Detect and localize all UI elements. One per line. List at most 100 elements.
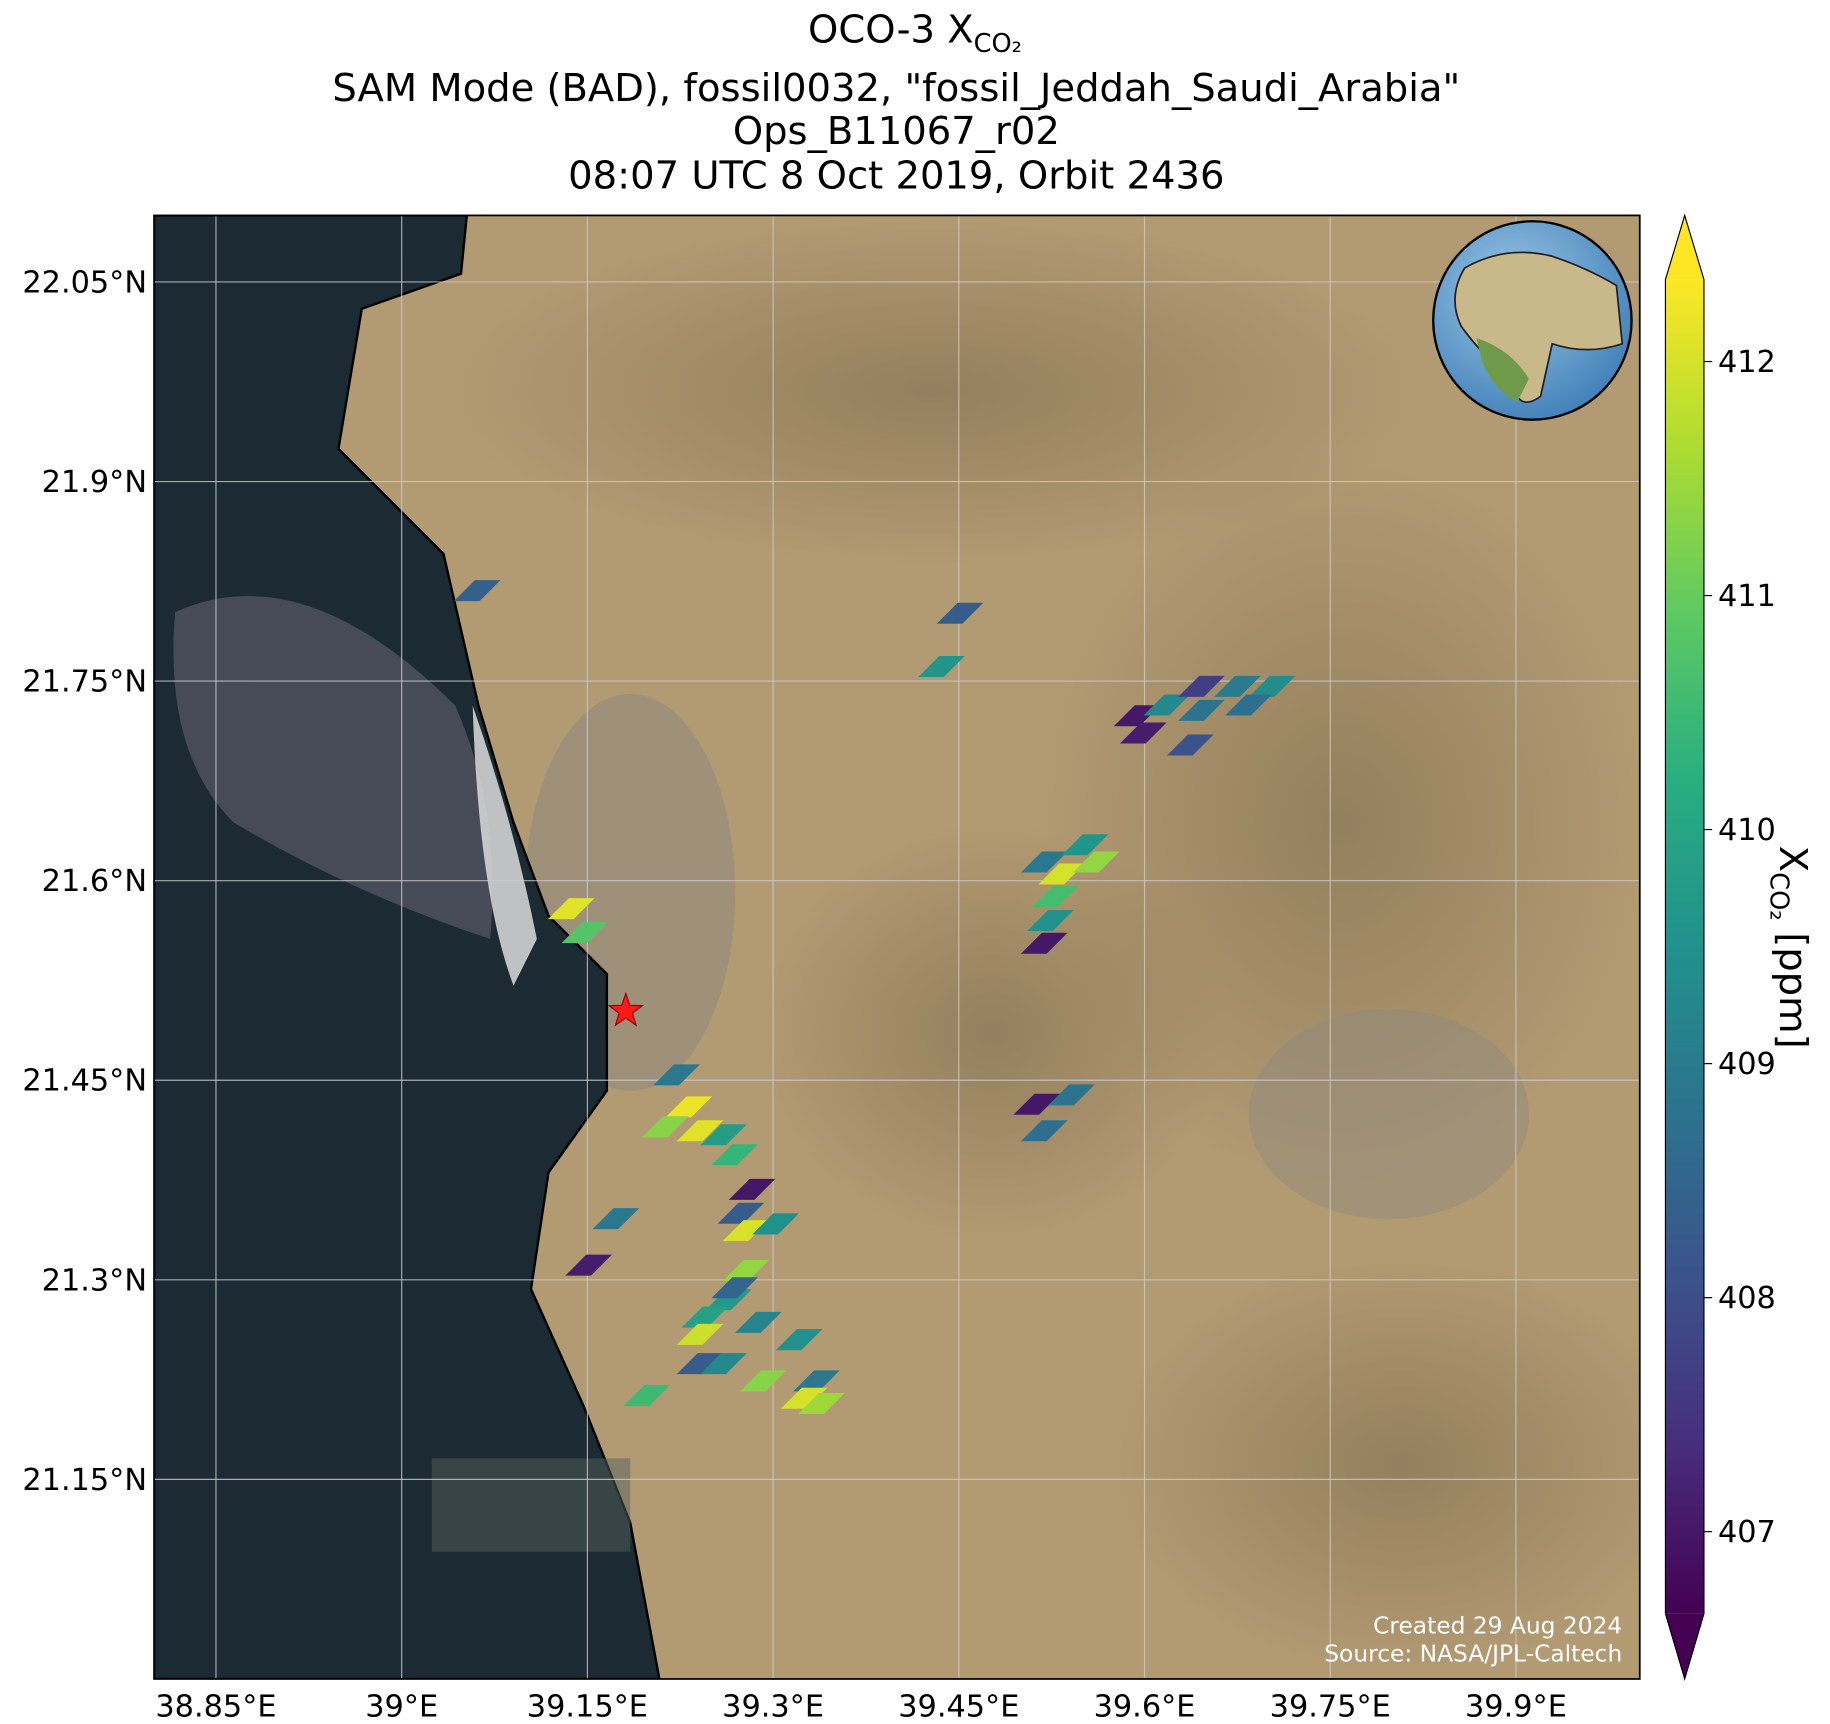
- x-tick-label: 38.85°E: [155, 1689, 276, 1724]
- footprint: [798, 1393, 845, 1415]
- haze: [431, 1458, 631, 1552]
- footprint: [1020, 932, 1068, 954]
- colorbar-tick-label: 408: [1718, 1281, 1776, 1316]
- y-tick-label: 21.3°N: [42, 1263, 147, 1298]
- footprint: [1178, 699, 1225, 721]
- footprint: [918, 655, 965, 677]
- footprint: [547, 898, 595, 920]
- footprint: [1225, 694, 1272, 716]
- colorbar-outline: [1664, 213, 1705, 1682]
- footprint: [676, 1323, 724, 1345]
- city: [1248, 1009, 1529, 1220]
- title-main: OCO-3 X: [808, 8, 974, 53]
- footprint: [1032, 886, 1079, 908]
- footprint: [1166, 734, 1214, 756]
- x-tick-label: 39.6°E: [1094, 1689, 1196, 1724]
- footprint: [722, 1220, 770, 1242]
- footprint: [1013, 1093, 1061, 1115]
- footprint: [565, 1254, 612, 1276]
- footprint: [700, 1124, 747, 1146]
- footprint: [676, 1353, 724, 1375]
- footprint: [1119, 722, 1167, 744]
- map-frame: [153, 214, 1641, 1680]
- grid: [154, 215, 1640, 1679]
- title-subscript: CO₂: [974, 29, 1022, 59]
- terrain: [1108, 1254, 1640, 1675]
- footprint: [453, 580, 501, 602]
- colorbar-tick-label: 412: [1718, 345, 1776, 380]
- footprint: [1214, 675, 1261, 697]
- subtitle: Ops_B11067_r02: [733, 109, 1060, 154]
- cbar-label-sub: CO₂: [1763, 872, 1793, 920]
- subtitle: SAM Mode (BAD), fossil0032, "fossil_Jedd…: [332, 66, 1460, 111]
- footprint: [665, 1096, 713, 1118]
- y-tick-label: 21.15°N: [22, 1463, 147, 1498]
- subtitle: 08:07 UTC 8 Oct 2019, Orbit 2436: [568, 154, 1224, 199]
- colorbar-tick-label: 409: [1718, 1047, 1776, 1082]
- x-tick-label: 39.15°E: [527, 1689, 648, 1724]
- footprint: [722, 1260, 770, 1282]
- y-tick-label: 21.6°N: [42, 864, 147, 899]
- footprint: [653, 1064, 700, 1086]
- footprint: [1178, 675, 1225, 697]
- footprint: [739, 1370, 787, 1392]
- chart-title: OCO-3 XCO₂: [808, 8, 1022, 59]
- y-tick-label: 21.9°N: [42, 465, 147, 500]
- footprint: [561, 922, 609, 944]
- footprint: [676, 1120, 724, 1142]
- footprint: [1248, 675, 1296, 697]
- footprint: [623, 1385, 671, 1407]
- colorbar: 407 408 409 410 411 412: [1664, 213, 1776, 1682]
- footprint: [1072, 851, 1120, 873]
- footprint: [700, 1353, 747, 1375]
- cbar-label-main: X: [1770, 846, 1815, 872]
- terrain: [443, 215, 1424, 566]
- x-tick-label: 39.45°E: [898, 1689, 1019, 1724]
- footprint: [711, 1144, 759, 1166]
- colorbar-extend-bottom: [1665, 1613, 1704, 1679]
- x-tick-label: 39.9°E: [1465, 1689, 1567, 1724]
- footprint: [780, 1387, 828, 1409]
- haze: [173, 596, 493, 940]
- footprint: [1020, 851, 1068, 873]
- colorbar-extend-top: [1665, 215, 1704, 280]
- footprint: [1061, 834, 1109, 856]
- colorbar-tick-label: 407: [1718, 1515, 1776, 1550]
- credit: Created 29 Aug 2024: [1373, 1611, 1622, 1639]
- footprints: [453, 580, 1296, 1415]
- footprint: [752, 1213, 799, 1235]
- footprint: [728, 1178, 776, 1200]
- footprint: [1020, 1120, 1068, 1142]
- footprint: [642, 1116, 689, 1138]
- footprint: [1143, 694, 1191, 716]
- y-tick-label: 21.45°N: [22, 1064, 147, 1099]
- colorbar-tick-label: 410: [1718, 813, 1776, 848]
- glint: [472, 705, 537, 986]
- footprint: [681, 1306, 729, 1328]
- footprint: [775, 1329, 823, 1351]
- colorbar-label: XCO₂ [ppm]: [1763, 846, 1814, 1049]
- colorbar-body: [1665, 279, 1704, 1614]
- target-star: [607, 991, 645, 1027]
- footprint: [936, 602, 984, 624]
- x-tick-label: 39.75°E: [1270, 1689, 1391, 1724]
- footprint: [711, 1277, 759, 1299]
- y-tick-label: 21.75°N: [22, 665, 147, 700]
- terrain: [758, 822, 1226, 1243]
- credit: Source: NASA/JPL-Caltech: [1324, 1639, 1622, 1667]
- vegetation: [1476, 337, 1529, 403]
- colorbar-tick-label: 411: [1718, 579, 1776, 614]
- locator-globe: [1432, 220, 1633, 421]
- footprint: [592, 1208, 640, 1230]
- footprint: [1038, 863, 1085, 885]
- footprint: [793, 1370, 840, 1392]
- cbar-label-unit: [ppm]: [1770, 932, 1815, 1048]
- footprint: [1027, 910, 1074, 932]
- x-tick-label: 39.3°E: [722, 1689, 824, 1724]
- y-tick-label: 22.05°N: [22, 265, 147, 300]
- basemap: [154, 215, 1640, 1679]
- x-tick-label: 39°E: [365, 1689, 438, 1724]
- footprint: [734, 1311, 782, 1333]
- footprint: [717, 1202, 765, 1224]
